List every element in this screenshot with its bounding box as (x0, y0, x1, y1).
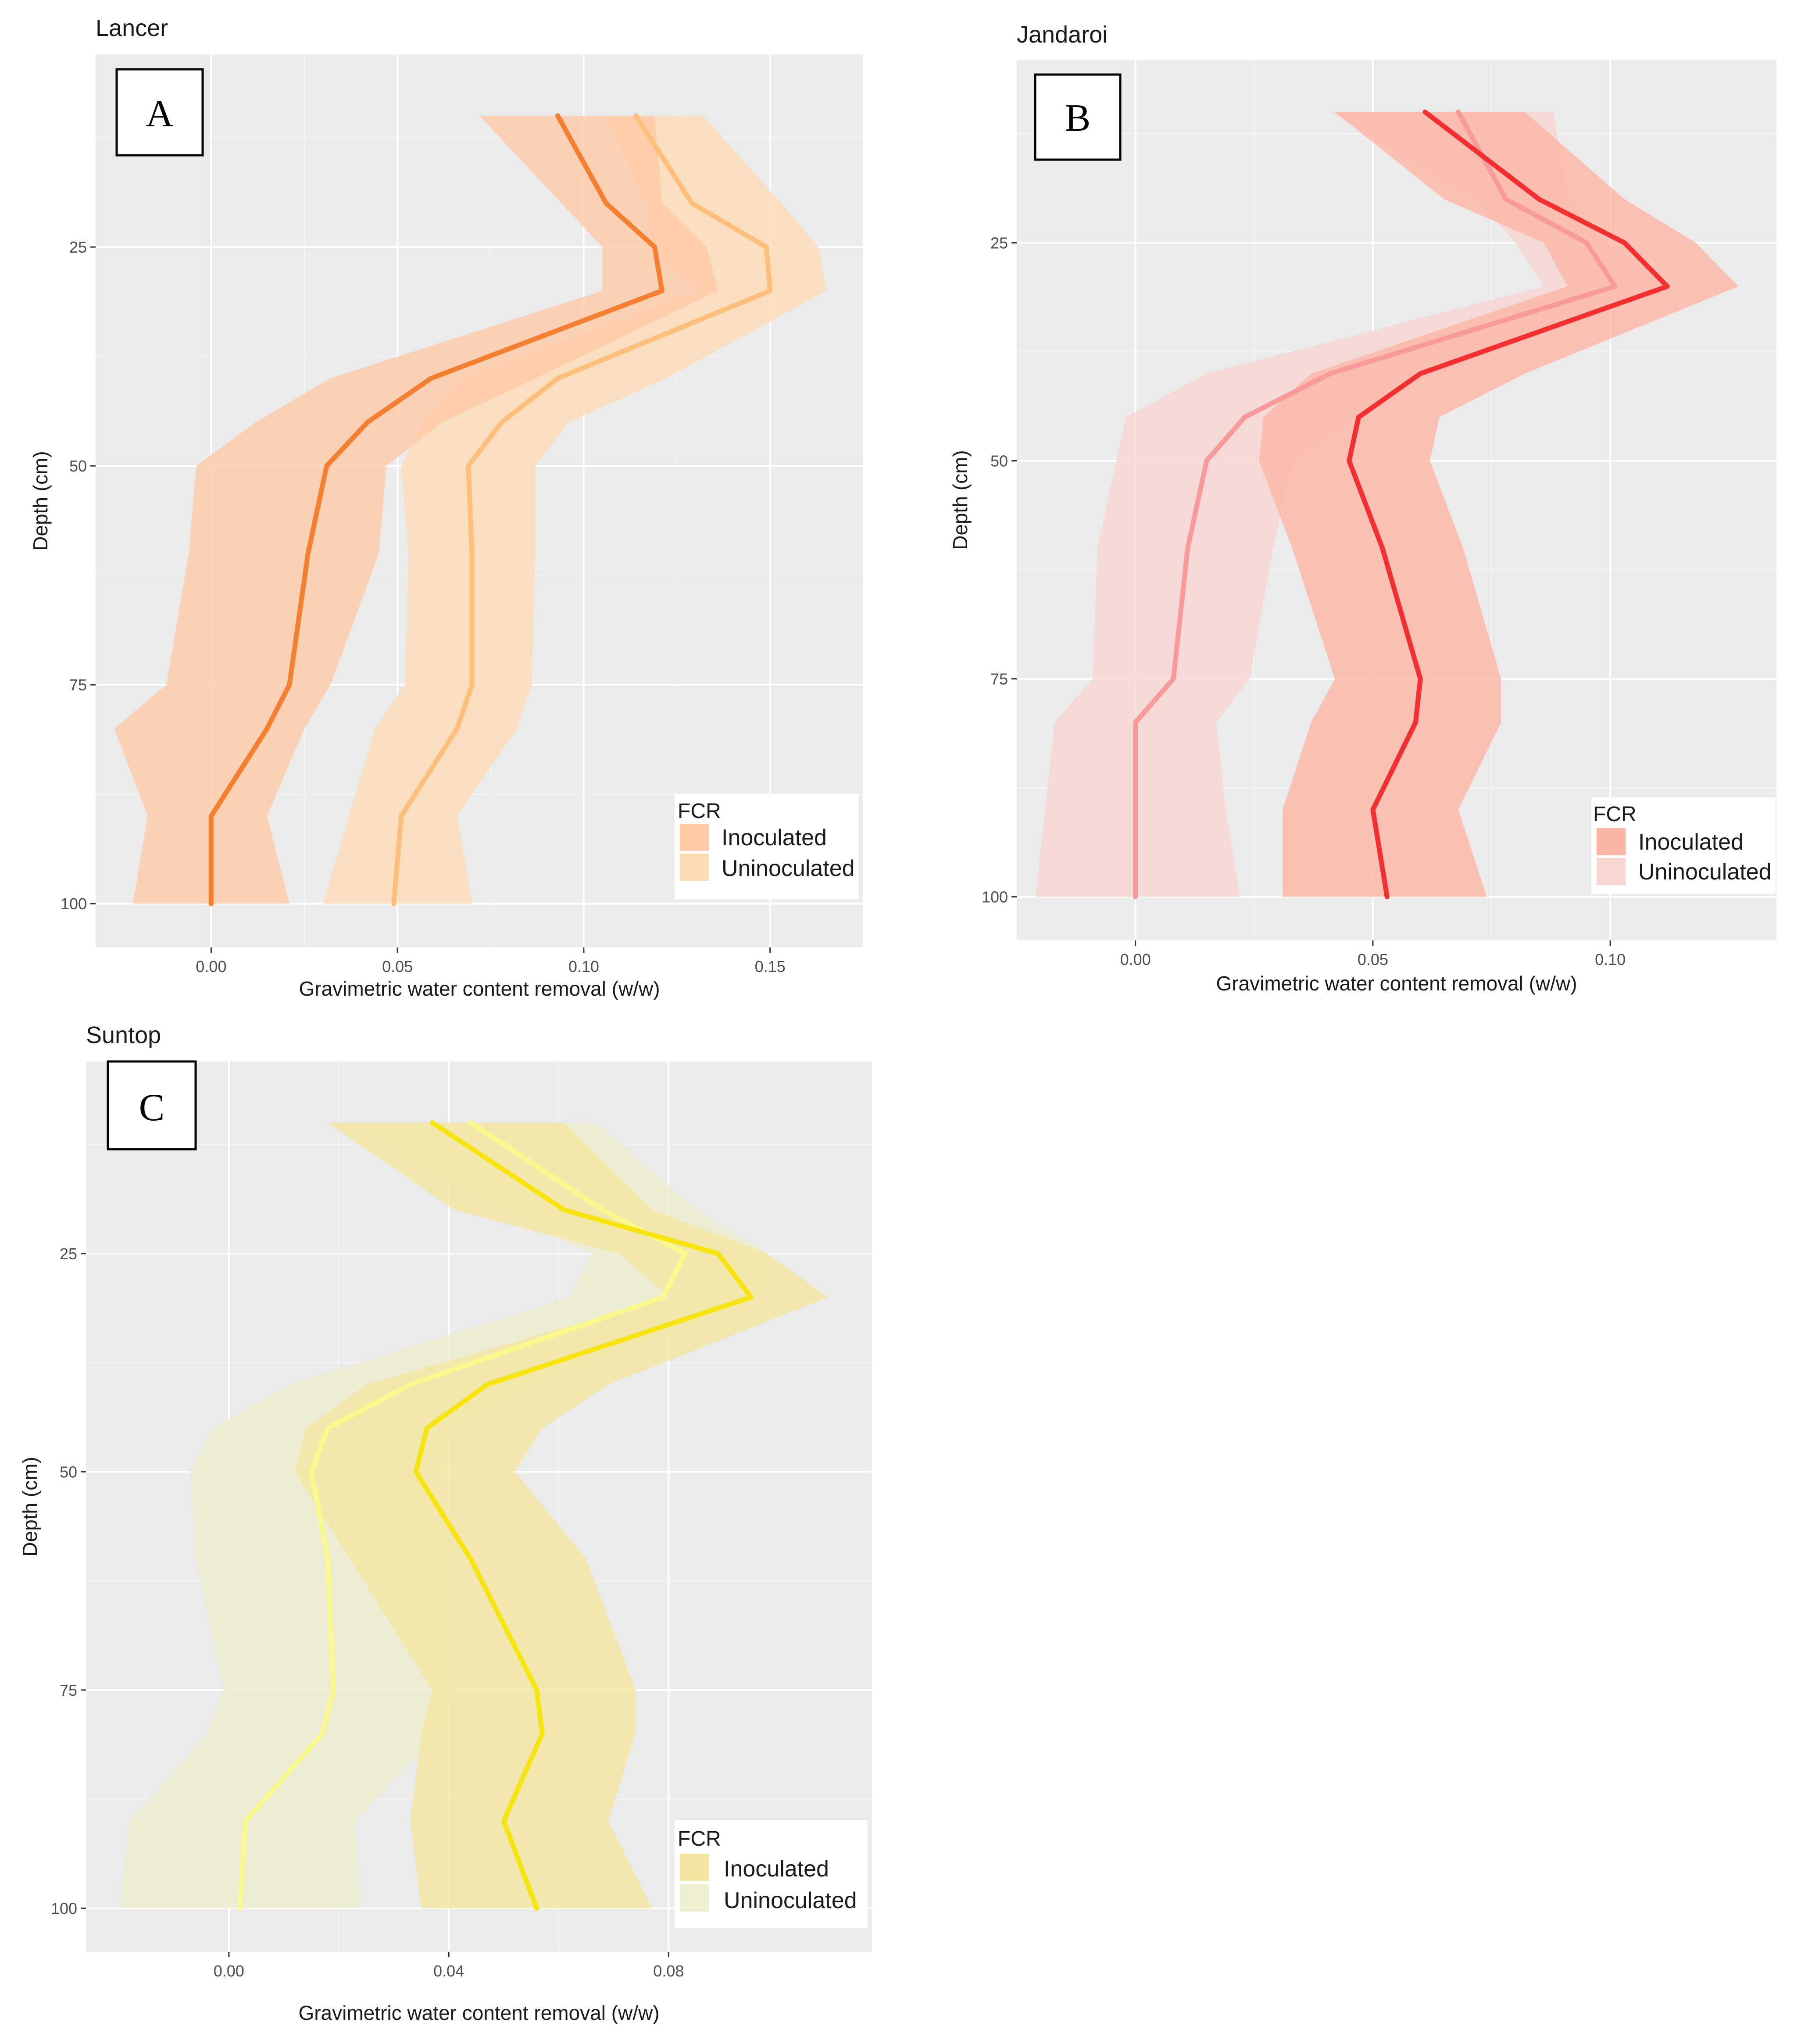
panel-c-title: Suntop (86, 1022, 161, 1048)
b-line-inoculated (1347, 109, 1670, 900)
b-y-tick-label: 75 (990, 670, 1008, 688)
panel-c-letter-box (107, 1060, 197, 1151)
panel-a-legend: FCR Inoculated Uninoculated (675, 794, 859, 899)
panel-b-y-axis-label: Depth (cm) (949, 450, 972, 550)
a-ribbon-inoculated (114, 115, 718, 904)
panel-c-legend-title: FCR (678, 1827, 721, 1851)
b-x-tick-label: 0.05 (1358, 951, 1388, 968)
panel-c-legend: FCR Inoculated Uninoculated (675, 1820, 868, 1928)
panel-c-letter: C (139, 1086, 165, 1129)
a-ribbon-uninoculated (323, 115, 826, 904)
a-y-tick-label: 50 (69, 457, 87, 475)
panel-c-ticks: 0.00 0.04 0.08 25 50 75 100 (51, 1245, 684, 1980)
panel-b-series (1036, 109, 1739, 900)
c-line-uninoculated (237, 1120, 688, 1911)
panel-b-legend-title: FCR (1593, 803, 1637, 826)
c-ribbon-inoculated (295, 1122, 828, 1908)
c-x-tick-label: 0.00 (214, 1962, 244, 1980)
b-y-tick-label: 50 (990, 452, 1008, 470)
panel-a-legend-title: FCR (678, 800, 721, 823)
panel-b-x-axis-label: Gravimetric water content removal (w/w) (1216, 972, 1577, 995)
a-y-tick-label: 25 (69, 238, 87, 256)
b-ribbon-inoculated (1259, 112, 1739, 897)
panel-c-legend-label-uninoculated: Uninoculated (724, 1888, 857, 1913)
panel-b-letter: B (1065, 97, 1091, 139)
a-line-uninoculated (391, 113, 773, 906)
a-x-tick-label: 0.05 (382, 958, 413, 976)
panel-a-legend-label-inoculated: Inoculated (722, 825, 827, 850)
c-x-tick-label: 0.04 (433, 1962, 464, 1980)
panel-a-y-axis-label: Depth (cm) (29, 451, 52, 550)
panel-b-legend-key-inoculated (1597, 828, 1626, 855)
panel-b-ticks: 0.00 0.05 0.10 25 50 75 100 (982, 234, 1626, 968)
c-y-tick-label: 100 (51, 1899, 77, 1917)
panel-c-y-axis-label: Depth (cm) (18, 1457, 41, 1556)
a-y-tick-label: 100 (61, 895, 87, 913)
panel-a: Lancer 0.00 0.05 0.10 0.15 25 50 75 100 Gravime… (29, 15, 863, 1000)
a-x-tick-label: 0.10 (568, 958, 599, 976)
b-x-tick-label: 0.10 (1595, 951, 1626, 968)
panel-c-legend-key-uninoculated (680, 1884, 709, 1912)
panel-b-legend-label-inoculated: Inoculated (1638, 829, 1744, 855)
panel-c: Suntop 0.00 0.04 0.08 25 50 75 100 Gravimetric… (18, 1022, 872, 2024)
panel-b-title: Jandaroi (1017, 21, 1108, 48)
panel-a-ticks: 0.00 0.05 0.10 0.15 25 50 75 100 (61, 238, 786, 976)
c-x-tick-label: 0.08 (653, 1962, 684, 1980)
panel-b-legend-label-uninoculated: Uninoculated (1638, 859, 1772, 885)
b-x-tick-label: 0.00 (1120, 951, 1151, 968)
panel-c-legend-key-inoculated (680, 1854, 709, 1881)
panel-c-series (119, 1120, 828, 1911)
panel-a-x-axis-label: Gravimetric water content removal (w/w) (299, 977, 660, 1000)
a-x-tick-label: 0.15 (755, 958, 786, 976)
panel-a-legend-key-inoculated (680, 824, 709, 851)
panel-a-letter: A (146, 93, 174, 135)
b-line-uninoculated (1133, 109, 1618, 900)
panel-a-legend-key-uninoculated (680, 854, 709, 881)
panel-a-letter-box (115, 68, 204, 157)
panel-b: Jandaroi 0.00 0.05 0.10 25 50 75 100 Gravimetr… (949, 21, 1776, 995)
panel-b-legend: FCR Inoculated Uninoculated (1591, 797, 1776, 894)
a-line-inoculated (208, 113, 665, 906)
c-y-tick-label: 75 (60, 1681, 77, 1699)
panel-a-title: Lancer (96, 15, 168, 41)
c-y-tick-label: 50 (60, 1463, 77, 1481)
panel-c-legend-label-inoculated: Inoculated (724, 1856, 829, 1882)
b-y-tick-label: 25 (990, 234, 1008, 252)
a-x-tick-label: 0.00 (196, 958, 226, 976)
panel-b-letter-box (1034, 73, 1122, 161)
a-y-tick-label: 75 (69, 676, 87, 694)
panel-a-legend-label-uninoculated: Uninoculated (722, 856, 855, 881)
panel-a-series (114, 113, 826, 906)
b-y-tick-label: 100 (982, 888, 1008, 906)
panel-b-legend-key-uninoculated (1597, 858, 1626, 885)
c-line-inoculated (413, 1120, 754, 1911)
c-y-tick-label: 25 (60, 1245, 77, 1263)
panel-c-x-axis-label: Gravimetric water content removal (w/w) (298, 2001, 659, 2024)
